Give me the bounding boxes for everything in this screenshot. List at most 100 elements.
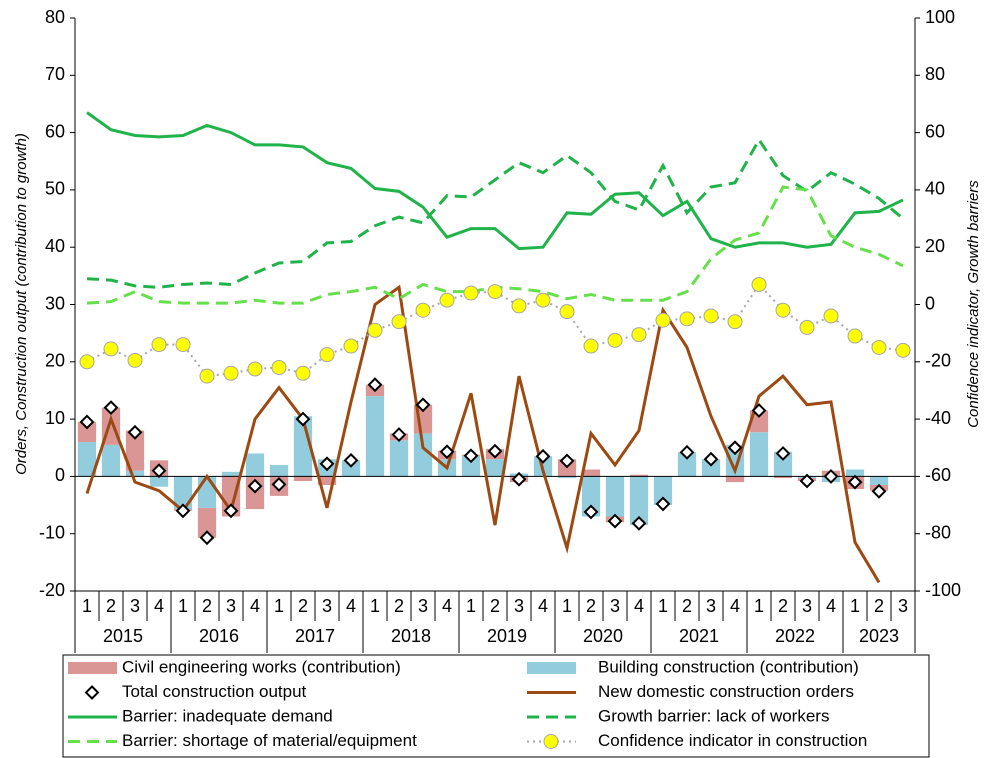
marker	[175, 337, 191, 353]
marker	[679, 311, 695, 327]
y2-tick-label: 60	[925, 121, 945, 141]
bar	[365, 396, 385, 477]
bar	[149, 476, 169, 487]
group-label: 2022	[775, 626, 815, 646]
bar	[221, 471, 241, 477]
marker	[151, 337, 167, 353]
marker	[559, 453, 575, 469]
bar	[341, 460, 361, 477]
marker	[775, 446, 791, 461]
x-tick-label: 3	[706, 596, 716, 616]
marker	[655, 312, 671, 328]
group-label: 2023	[859, 626, 899, 646]
group-label: 2020	[583, 626, 623, 646]
y2-tick-label: 20	[925, 236, 945, 256]
y-tick-label: 0	[55, 465, 65, 485]
y-tick-label: 60	[45, 121, 65, 141]
marker	[319, 347, 335, 363]
marker	[727, 314, 743, 330]
marker	[367, 377, 383, 393]
marker	[751, 276, 767, 292]
marker	[535, 448, 551, 464]
group-label: 2016	[199, 626, 239, 646]
marker	[319, 456, 335, 472]
legend-label: New domestic construction orders	[598, 682, 854, 701]
group-label: 2018	[391, 626, 431, 646]
legend-swatch	[68, 662, 117, 674]
marker	[559, 304, 575, 320]
bar	[317, 476, 337, 485]
marker	[631, 327, 647, 343]
bar	[677, 452, 697, 477]
y2-tick-label: 40	[925, 179, 945, 199]
marker	[679, 444, 695, 460]
x-tick-label: 3	[802, 596, 812, 616]
line	[86, 111, 904, 251]
marker	[823, 308, 839, 324]
marker	[895, 342, 911, 358]
x-tick-label: 4	[442, 596, 452, 616]
legend-label: Barrier: shortage of material/equipment	[122, 731, 417, 750]
marker	[583, 338, 599, 354]
legend-label: Growth barrier: lack of workers	[598, 706, 829, 725]
marker	[175, 503, 191, 519]
y-tick-label: -10	[39, 522, 65, 542]
x-tick-label: 3	[418, 596, 428, 616]
bar	[605, 476, 625, 517]
marker	[343, 452, 359, 468]
x-tick-label: 4	[826, 596, 836, 616]
marker	[751, 403, 767, 418]
bar	[557, 476, 577, 479]
marker	[199, 530, 215, 546]
bar	[245, 453, 265, 477]
x-tick-label: 2	[202, 596, 212, 616]
marker	[607, 332, 623, 348]
x-tick-label: 2	[778, 596, 788, 616]
x-tick-label: 3	[322, 596, 332, 616]
marker	[391, 314, 407, 330]
bar	[581, 469, 601, 477]
group-label: 2017	[295, 626, 335, 646]
x-tick-label: 1	[178, 596, 188, 616]
line	[85, 284, 881, 584]
y-tick-label: 10	[45, 408, 65, 428]
marker	[463, 285, 479, 301]
x-tick-label: 4	[538, 596, 548, 616]
x-tick-label: 3	[610, 596, 620, 616]
marker	[487, 443, 503, 459]
x-tick-label: 4	[634, 596, 644, 616]
bar	[197, 476, 217, 508]
x-tick-label: 2	[106, 596, 116, 616]
x-tick-label: 2	[682, 596, 692, 616]
x-tick-label: 2	[490, 596, 500, 616]
x-tick-label: 3	[514, 596, 524, 616]
legend-swatch	[543, 734, 559, 749]
marker	[511, 298, 527, 314]
line	[86, 282, 904, 378]
marker	[151, 463, 167, 479]
legend-label: Confidence indicator in construction	[598, 731, 867, 750]
marker	[535, 292, 551, 308]
x-tick-label: 2	[586, 596, 596, 616]
bar	[197, 507, 217, 538]
marker	[703, 451, 719, 467]
bar	[581, 476, 601, 517]
x-tick-label: 2	[298, 596, 308, 616]
legend-label: Civil engineering works (contribution)	[122, 657, 401, 676]
bar	[773, 451, 793, 477]
bar	[485, 459, 505, 477]
bar	[461, 455, 481, 477]
marker	[271, 477, 287, 492]
x-tick-label: 3	[226, 596, 236, 616]
marker	[487, 284, 503, 300]
y-tick-label: 40	[45, 236, 65, 256]
marker	[511, 471, 527, 487]
marker	[295, 365, 311, 381]
x-tick-label: 4	[154, 596, 164, 616]
group-label: 2021	[679, 626, 719, 646]
y2-tick-label: -100	[925, 580, 961, 600]
x-tick-label: 2	[394, 596, 404, 616]
y2-axis-title: Confidence indicator, Growth barriers	[965, 180, 982, 428]
x-tick-label: 3	[130, 596, 140, 616]
